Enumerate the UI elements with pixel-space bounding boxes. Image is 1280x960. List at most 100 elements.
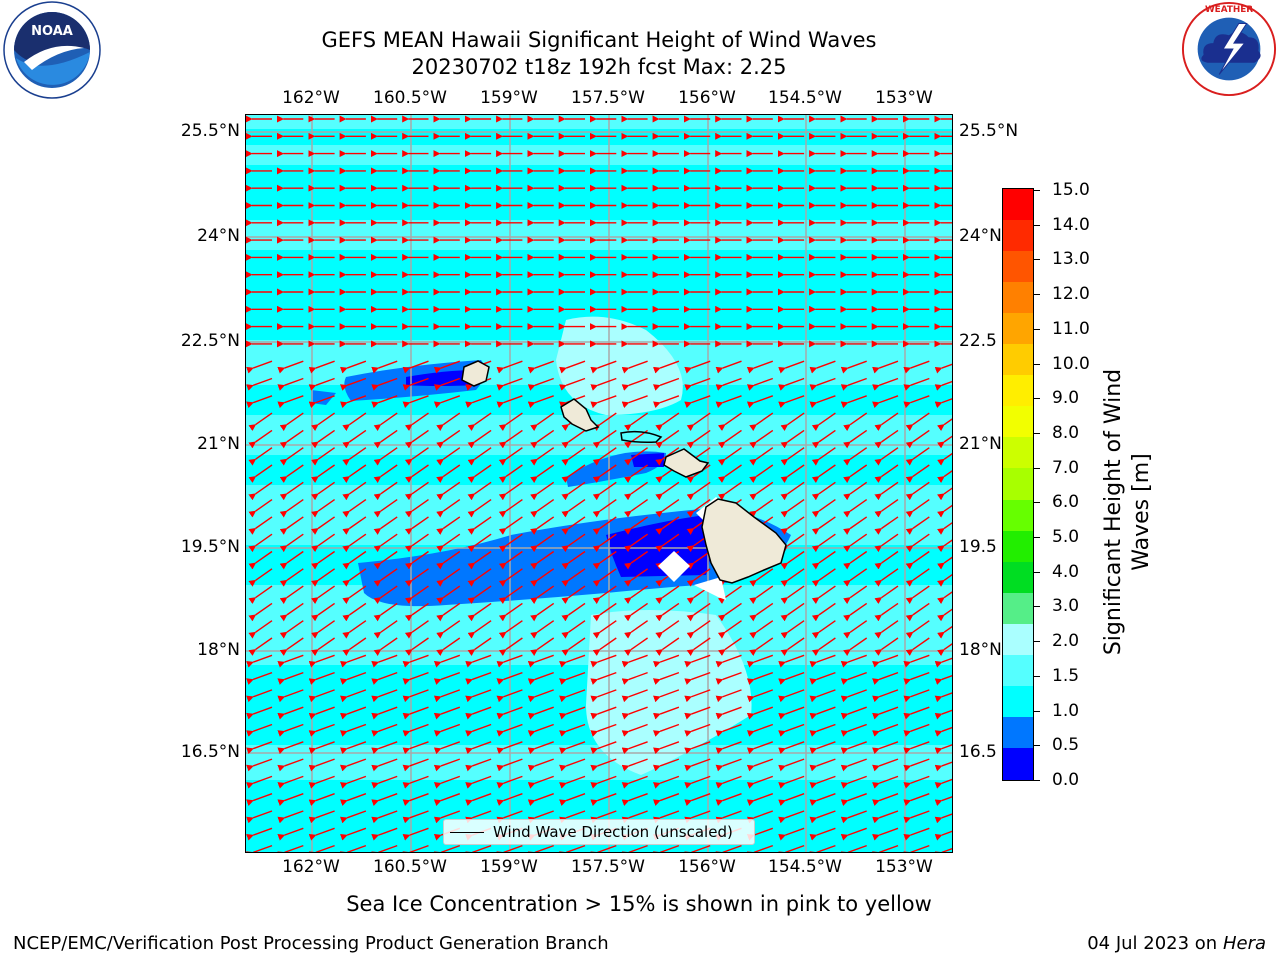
wave-arrow	[840, 377, 867, 391]
wave-arrow	[465, 844, 492, 852]
wave-arrow	[496, 360, 523, 374]
wave-arrow	[840, 706, 867, 720]
wave-arrow	[527, 793, 554, 806]
wave-arrow	[652, 723, 680, 737]
wave-arrow	[811, 585, 836, 605]
wave-arrow	[279, 637, 304, 656]
wave-arrow	[843, 429, 868, 449]
wave-arrow	[339, 654, 367, 668]
wave-arrow	[279, 447, 304, 466]
wave-arrow	[686, 447, 711, 466]
wave-arrow	[496, 689, 523, 703]
wave-arrow	[530, 568, 555, 587]
wave-arrow	[749, 602, 774, 622]
wave-arrow	[624, 585, 649, 605]
wave-arrow	[496, 654, 523, 668]
wave-arrow	[934, 380, 952, 391]
wave-arrow	[937, 487, 952, 501]
wave-arrow	[339, 377, 367, 391]
wave-arrow	[874, 620, 899, 639]
wave-arrow	[715, 741, 742, 755]
colorbar-tick-mark	[1034, 432, 1040, 434]
colorbar-segment	[1003, 251, 1033, 284]
wave-arrow	[559, 741, 586, 755]
wave-arrow	[402, 671, 429, 685]
wave-arrow	[684, 689, 711, 703]
wave-arrow	[527, 360, 554, 374]
wave-arrow	[843, 481, 868, 501]
wave-arrow	[530, 412, 555, 432]
wave-arrow	[746, 723, 774, 737]
wave-arrow	[717, 429, 742, 449]
wave-arrow	[780, 585, 805, 605]
lat-label-right: 24°N	[959, 226, 1002, 246]
wave-arrow	[433, 654, 461, 668]
wave-arrow	[371, 689, 398, 703]
wave-arrow	[903, 775, 930, 789]
wave-arrow	[308, 810, 335, 824]
colorbar-segment	[1003, 220, 1033, 253]
wave-arrow	[371, 360, 398, 374]
wave-arrow	[498, 516, 523, 535]
wave-arrow	[371, 827, 398, 841]
wave-arrow	[342, 464, 367, 483]
wave-arrow	[311, 602, 336, 622]
wave-arrow	[621, 395, 648, 409]
wave-arrow	[655, 412, 680, 432]
wave-arrow	[840, 671, 867, 685]
wave-arrow	[749, 568, 774, 587]
lat-label-left: 22.5°N	[180, 331, 240, 351]
wave-arrow	[308, 654, 335, 668]
wave-arrow	[592, 464, 617, 483]
wave-arrow	[311, 533, 336, 553]
wave-arrow	[684, 377, 711, 391]
wave-arrow	[874, 568, 899, 587]
wave-arrow	[652, 758, 680, 772]
wave-arrow	[749, 481, 774, 501]
wave-arrow	[778, 810, 805, 824]
wave-arrow	[621, 654, 648, 668]
wave-arrow	[652, 395, 680, 409]
wave-arrow	[311, 550, 336, 570]
wave-arrow	[934, 674, 952, 685]
wave-arrow	[621, 844, 648, 852]
wave-arrow	[246, 810, 273, 824]
wave-arrow	[561, 429, 586, 449]
wave-arrow	[624, 533, 649, 553]
wave-arrow	[371, 395, 398, 409]
map-panel[interactable]	[245, 114, 953, 853]
wave-arrow	[872, 758, 899, 772]
wave-arrow	[371, 671, 398, 685]
wave-arrow	[872, 793, 899, 806]
wave-arrow	[872, 741, 899, 755]
lat-label-right: 19.5	[959, 537, 997, 557]
wave-arrow	[592, 429, 617, 449]
wave-arrow	[937, 556, 952, 570]
wave-arrow	[436, 637, 461, 656]
wave-arrow	[778, 775, 805, 789]
wave-arrow	[436, 447, 461, 466]
wave-arrow	[778, 741, 805, 755]
wave-arrow	[592, 568, 617, 587]
colorbar-segment	[1003, 747, 1033, 780]
wave-arrow	[311, 429, 336, 449]
wave-arrow	[903, 377, 930, 391]
wave-arrow	[717, 412, 742, 432]
wave-arrow	[436, 464, 461, 483]
lon-label-top: 162°W	[282, 88, 340, 108]
wave-arrow	[248, 550, 273, 570]
wave-arrow	[402, 706, 429, 720]
chart-subtitle: 20230702 t18z 192h fcst Max: 2.25	[411, 55, 787, 79]
wave-arrow	[496, 810, 523, 824]
wave-arrow	[840, 654, 867, 668]
wave-arrow	[621, 689, 648, 703]
wave-arrow	[308, 827, 335, 841]
lon-label-bottom: 157.5°W	[571, 857, 645, 877]
wave-arrow	[467, 602, 492, 622]
wave-arrow	[780, 550, 805, 570]
wave-arrow	[339, 827, 367, 841]
wave-arrow	[655, 637, 680, 656]
wave-arrow	[530, 429, 555, 449]
footer-credit: NCEP/EMC/Verification Post Processing Pr…	[13, 933, 609, 954]
lat-label-right: 25.5°N	[959, 121, 1019, 141]
